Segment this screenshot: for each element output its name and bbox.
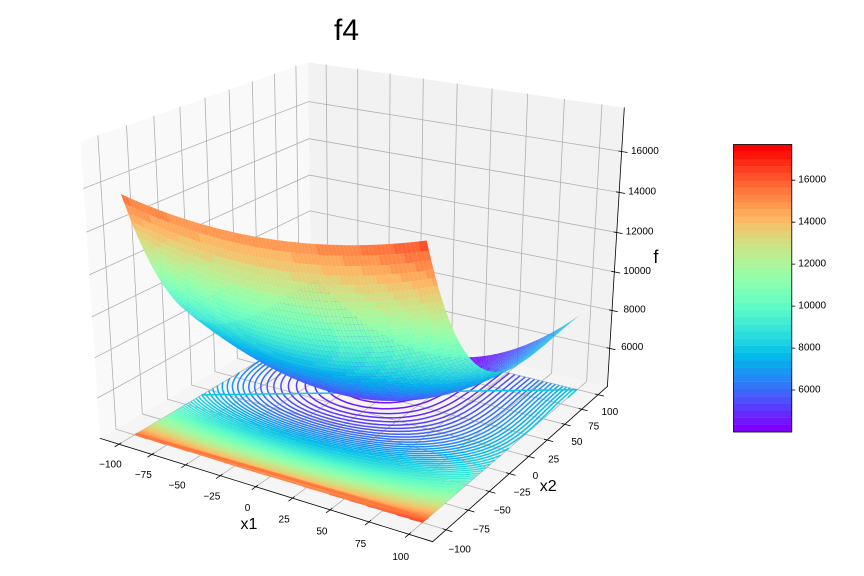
- svg-text:100: 100: [601, 407, 618, 418]
- svg-text:−25: −25: [514, 487, 531, 498]
- svg-text:f: f: [653, 247, 659, 267]
- svg-text:−50: −50: [494, 506, 511, 517]
- svg-text:12000: 12000: [626, 227, 654, 238]
- svg-text:25: 25: [548, 454, 560, 465]
- svg-text:10000: 10000: [623, 266, 651, 277]
- svg-text:16000: 16000: [631, 146, 659, 157]
- svg-text:−75: −75: [473, 525, 490, 536]
- svg-text:16000: 16000: [798, 175, 826, 186]
- svg-text:8000: 8000: [798, 343, 821, 354]
- svg-text:−100: −100: [99, 460, 122, 471]
- svg-text:50: 50: [316, 527, 328, 538]
- svg-text:8000: 8000: [623, 304, 646, 315]
- svg-text:0: 0: [245, 503, 251, 514]
- svg-text:−100: −100: [448, 545, 471, 556]
- svg-text:10000: 10000: [798, 301, 826, 312]
- svg-text:50: 50: [571, 437, 583, 448]
- svg-text:0: 0: [533, 471, 539, 482]
- svg-text:75: 75: [355, 539, 367, 550]
- svg-text:14000: 14000: [798, 217, 826, 228]
- svg-text:f4: f4: [334, 14, 359, 47]
- svg-text:14000: 14000: [628, 187, 656, 198]
- svg-text:12000: 12000: [798, 259, 826, 270]
- svg-text:x1: x1: [240, 516, 257, 533]
- svg-text:x2: x2: [540, 478, 557, 495]
- svg-text:25: 25: [279, 515, 291, 526]
- svg-text:−75: −75: [135, 470, 152, 481]
- svg-text:−25: −25: [203, 492, 220, 503]
- svg-text:6000: 6000: [621, 342, 644, 353]
- svg-text:100: 100: [392, 552, 409, 563]
- svg-text:75: 75: [588, 422, 600, 433]
- svg-text:6000: 6000: [798, 385, 821, 396]
- svg-text:−50: −50: [169, 481, 186, 492]
